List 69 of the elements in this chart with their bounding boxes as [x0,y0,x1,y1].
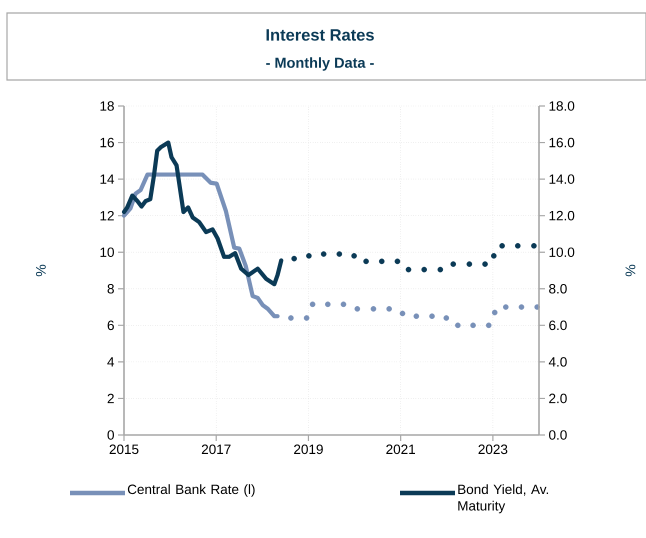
y-tick-label: 12 [100,210,114,220]
point [502,304,509,310]
point [394,258,400,264]
point [336,251,342,257]
point [486,322,492,328]
y-axis-title: % [36,264,46,276]
y2-tick-label: 14.0 [550,174,574,184]
point [466,261,472,267]
point [491,253,497,259]
y2-tick-label: 4.0 [548,357,567,367]
y-tick-label: 2 [108,394,114,404]
y2-tick-label: 0.0 [549,430,567,440]
y2-tick-label: 16.0 [550,138,574,148]
point [310,302,316,308]
y2-tick-label: 8.0 [549,284,567,294]
point [421,266,427,272]
point [386,306,392,312]
point [482,261,488,267]
point [370,306,376,312]
x-tick-label: 2021 [386,444,416,454]
y-tick-label: 4 [107,357,114,367]
x-tick-label: 2019 [294,444,323,454]
point [429,313,435,319]
chart-subtitle: - Monthly Data - [266,57,374,71]
y2-tick-label: 6.0 [549,320,567,330]
y-tick-label: 16 [100,138,114,148]
chart-title: Interest Rates [266,29,374,41]
y-tick-label: 14 [100,174,114,184]
legend-label: Bond Yield, Av. Maturity [458,484,548,514]
point [531,243,537,249]
point [514,243,521,249]
point [325,302,331,308]
x-tick-label: 2017 [202,444,231,454]
line-series [122,140,284,286]
point [444,315,450,321]
line-series [122,172,280,318]
y2-axis-title: % [626,264,636,276]
y-tick-label: 10 [100,247,114,257]
point [499,243,505,249]
point [378,258,385,264]
point [320,251,326,257]
point [354,306,360,312]
y2-tick-label: 12.0 [550,210,574,220]
point [340,302,346,308]
point [450,261,456,267]
y2-tick-label: 18.0 [550,101,574,111]
point [291,256,297,262]
legend-label: Central Bank Rate (l) [128,484,255,497]
x-tick-label: 2015 [110,444,138,454]
y-tick-label: 18 [100,101,114,111]
point [400,310,406,316]
point [306,253,312,259]
y-tick-label: 6 [108,320,114,330]
point [351,253,357,259]
point [304,315,310,321]
point [518,304,524,310]
point [492,310,498,316]
y-tick-label: 0 [108,430,114,440]
point [363,258,369,264]
y2-tick-label: 10.0 [550,247,574,257]
point [470,322,476,328]
x-tick-label: 2023 [478,444,508,454]
y-tick-label: 8 [108,284,114,294]
y2-tick-label: 2.0 [549,394,567,404]
point [455,322,461,328]
point [406,266,412,272]
point [438,266,444,272]
point [414,313,420,319]
point [288,315,294,321]
